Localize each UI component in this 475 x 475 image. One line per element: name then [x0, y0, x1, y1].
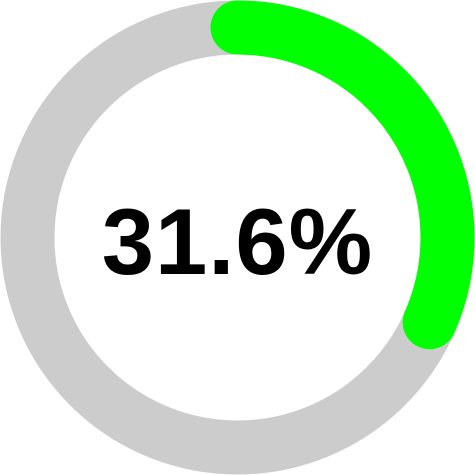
- progress-ring-fill: [0, 0, 475, 475]
- progress-ring: [0, 0, 475, 475]
- progress-percentage-label: 31.6%: [101, 188, 374, 294]
